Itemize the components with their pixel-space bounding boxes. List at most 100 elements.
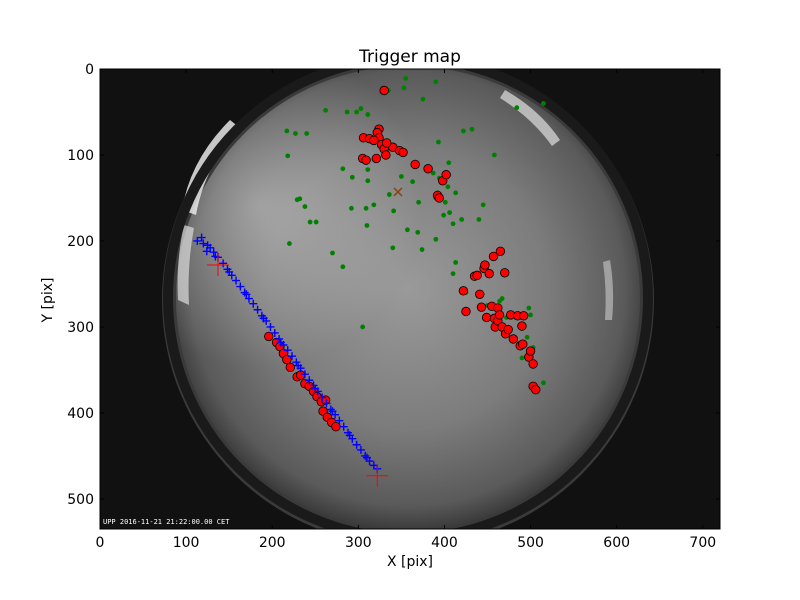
blue-point (276, 338, 285, 347)
green-point (344, 109, 350, 115)
green-point (491, 152, 497, 158)
x-axis-label: X [pix] (387, 554, 433, 570)
y-tick-label: 500 (67, 492, 94, 508)
end-point-cross (366, 464, 389, 487)
blue-point (294, 361, 303, 370)
blue-point (339, 422, 348, 431)
red-point (410, 159, 420, 170)
green-point (358, 106, 364, 111)
red-point (528, 359, 538, 369)
green-point (436, 139, 441, 145)
blue-point (369, 461, 378, 470)
green-point (415, 229, 421, 235)
red-point (434, 193, 444, 203)
green-point (453, 260, 459, 265)
blue-point (362, 453, 371, 462)
y-tick-label: 0 (85, 62, 94, 78)
green-point (403, 76, 409, 81)
red-point (458, 286, 469, 296)
green-point (287, 241, 292, 246)
blue-point (328, 407, 337, 416)
blue-point (309, 381, 318, 390)
red-point (525, 346, 536, 356)
green-point (430, 170, 436, 176)
x-tick-label: 0 (96, 535, 105, 551)
y-tick-label: 300 (67, 320, 94, 336)
green-point (524, 334, 530, 340)
red-point (264, 331, 274, 342)
red-point (508, 334, 519, 344)
red-point (379, 85, 389, 96)
red-point (481, 312, 492, 323)
red-point (398, 147, 408, 158)
green-point (480, 202, 486, 208)
blue-point (225, 267, 234, 276)
green-point (285, 153, 291, 159)
red-point (517, 321, 527, 331)
blue-point (305, 376, 314, 385)
red-point (475, 289, 485, 299)
green-point (419, 247, 425, 252)
blue-point (259, 314, 268, 323)
red-point (480, 260, 490, 270)
blue-point (361, 451, 370, 460)
green-point (313, 219, 319, 225)
image-stamp: UPP 2016-11-21 21:22:00.00 CET (103, 518, 230, 526)
y-tick-label: 100 (67, 148, 94, 164)
red-point (476, 302, 487, 312)
green-point (420, 96, 426, 102)
blue-point (270, 328, 279, 337)
blue-point (206, 243, 215, 252)
green-point (446, 160, 452, 166)
green-point (541, 380, 546, 386)
green-point (364, 223, 370, 228)
green-point (450, 271, 456, 277)
blue-point (253, 305, 262, 314)
red-point (423, 164, 433, 174)
green-point (284, 128, 290, 134)
green-point (514, 105, 520, 111)
red-point (495, 246, 506, 256)
centroid-x (393, 187, 403, 197)
green-point (442, 199, 448, 205)
blue-point (242, 290, 251, 299)
red-point (441, 170, 451, 180)
red-point (500, 268, 510, 278)
red-point (531, 385, 541, 395)
blue-point (345, 431, 354, 440)
green-point (460, 128, 466, 134)
red-point (382, 138, 392, 148)
green-point (453, 190, 459, 196)
blue-point (283, 346, 292, 355)
green-point (340, 264, 346, 270)
green-point (349, 174, 355, 180)
green-point (398, 174, 404, 179)
green-point (459, 217, 465, 222)
chart-title: Trigger map (358, 47, 461, 67)
x-tick-label: 500 (517, 535, 544, 551)
plot-frame (99, 68, 721, 530)
green-point (410, 179, 415, 185)
green-point (360, 324, 366, 330)
blue-point (193, 236, 202, 245)
green-point (526, 305, 532, 311)
blue-point (219, 259, 228, 268)
green-point (371, 202, 377, 208)
green-point (541, 100, 546, 106)
green-point (391, 208, 397, 214)
red-point (371, 153, 382, 164)
green-point (354, 109, 360, 115)
red-point (518, 339, 528, 349)
data-marks (193, 76, 546, 487)
allsky-image (100, 69, 720, 529)
red-point (484, 268, 494, 279)
x-tick-label: 200 (259, 535, 286, 551)
green-point (386, 192, 392, 197)
x-axis: 0 100 200 300 400 500 600 700 (96, 69, 716, 551)
green-point (307, 219, 313, 225)
red-point (369, 135, 379, 146)
blue-point (326, 405, 335, 414)
red-point (488, 251, 499, 262)
blue-point (240, 288, 249, 297)
